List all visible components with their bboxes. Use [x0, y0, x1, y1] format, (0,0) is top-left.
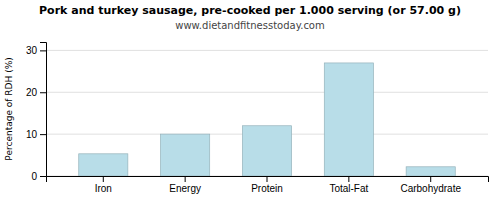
y-tick: 0	[31, 171, 46, 182]
x-tick: Energy	[169, 176, 201, 194]
y-tick-label: 10	[26, 129, 38, 140]
x-tick-label: Energy	[169, 183, 201, 194]
x-tick-label: Carbohydrate	[400, 183, 461, 194]
x-tick-mark	[103, 176, 104, 182]
y-axis-title: Percentage of RDH (%)	[4, 57, 14, 160]
x-axis: Iron Energy Protein Total-Fat Carbohydrate	[47, 176, 489, 194]
bar	[324, 63, 373, 176]
plot: Iron Energy Protein Total-Fat Carbohydrate 0 1…	[26, 43, 489, 195]
x-axis-line	[47, 177, 489, 183]
x-tick: Protein	[251, 176, 283, 194]
bar	[406, 167, 455, 176]
x-tick: Iron	[95, 176, 112, 194]
subtitle: www.dietandfitnesstoday.com	[175, 20, 324, 31]
x-tick-label: Total-Fat	[329, 183, 368, 194]
y-tick-label: 30	[26, 45, 38, 56]
y-tick-mark	[40, 92, 46, 93]
bars	[79, 63, 456, 176]
y-axis-line	[40, 43, 47, 177]
y-axis: 0 10 20 30	[26, 43, 47, 182]
y-tick-label: 0	[31, 171, 37, 182]
y-tick: 30	[26, 45, 46, 56]
y-tick-mark	[40, 50, 46, 51]
x-tick: Total-Fat	[329, 176, 368, 194]
y-tick: 20	[26, 87, 46, 98]
x-tick-mark	[348, 176, 349, 182]
x-tick-label: Iron	[95, 183, 112, 194]
bar	[242, 126, 291, 176]
x-tick-label: Protein	[251, 183, 283, 194]
bar	[79, 154, 128, 176]
bar	[161, 134, 210, 176]
y-tick-mark	[40, 134, 46, 135]
x-tick-mark	[430, 176, 431, 182]
y-tick-label: 20	[26, 87, 38, 98]
grid	[46, 50, 488, 176]
y-tick: 10	[26, 129, 46, 140]
chart: Pork and turkey sausage, pre-cooked per …	[0, 0, 500, 200]
grid-line	[46, 50, 488, 51]
x-tick: Carbohydrate	[400, 176, 461, 194]
x-tick-mark	[185, 176, 186, 182]
y-tick-mark	[40, 176, 46, 177]
x-tick-mark	[267, 176, 268, 182]
title: Pork and turkey sausage, pre-cooked per …	[39, 4, 461, 17]
grid-line	[46, 92, 488, 93]
